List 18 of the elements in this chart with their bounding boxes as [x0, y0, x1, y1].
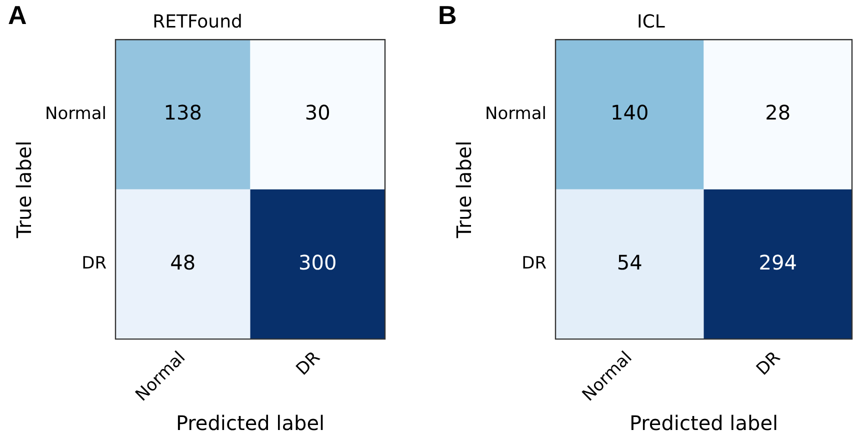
- x-tick-label: DR: [752, 348, 785, 380]
- data-label: 140: [610, 100, 649, 125]
- data-label: 300: [298, 250, 337, 274]
- y-axis-title: True label: [12, 140, 36, 239]
- x-tick-label: DR: [292, 348, 324, 380]
- chart-title: RETFound: [152, 11, 242, 32]
- text: B: [438, 0, 457, 30]
- chart-title: ICL: [637, 11, 665, 32]
- data-label: 54: [616, 250, 642, 274]
- x-axis-title: Predicted label: [176, 411, 325, 436]
- data-label: 28: [765, 100, 791, 125]
- data-label: 138: [164, 100, 202, 125]
- data-label: 294: [758, 250, 797, 274]
- text: A: [8, 0, 27, 30]
- y-axis-title: True label: [452, 140, 476, 239]
- x-axis-title: Predicted label: [629, 411, 778, 436]
- data-label: 48: [170, 250, 196, 274]
- data-label: 30: [304, 100, 330, 125]
